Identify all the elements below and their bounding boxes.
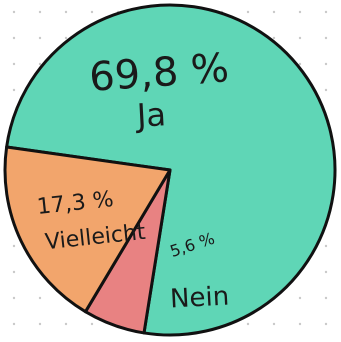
paper-dot xyxy=(64,322,68,326)
paper-dot xyxy=(298,322,302,326)
paper-dot xyxy=(298,296,302,300)
slice-nein-name-label: Nein xyxy=(169,281,230,314)
paper-dot xyxy=(298,36,302,40)
paper-dot xyxy=(298,62,302,66)
pie-slice-vielleicht xyxy=(3,145,172,314)
paper-dot xyxy=(38,10,42,14)
paper-dot xyxy=(324,10,328,14)
paper-dot xyxy=(12,322,16,326)
paper-dot xyxy=(64,36,68,40)
paper-dot xyxy=(12,36,16,40)
pie-slices xyxy=(3,3,337,337)
paper-dot xyxy=(90,322,94,326)
paper-dot xyxy=(324,322,328,326)
paper-dot xyxy=(38,296,42,300)
paper-dot xyxy=(298,10,302,14)
paper-dot xyxy=(38,62,42,66)
paper-dot xyxy=(324,244,328,248)
slice-ja-name-label: Ja xyxy=(134,95,167,135)
paper-dot xyxy=(324,36,328,40)
paper-dot xyxy=(324,296,328,300)
paper-dot xyxy=(38,322,42,326)
paper-dot xyxy=(64,10,68,14)
paper-dot xyxy=(12,270,16,274)
paper-dot xyxy=(272,10,276,14)
paper-dot xyxy=(324,270,328,274)
paper-dot xyxy=(246,322,250,326)
paper-dot xyxy=(324,62,328,66)
paper-dot xyxy=(12,62,16,66)
paper-dot xyxy=(272,322,276,326)
paper-dot xyxy=(38,36,42,40)
slice-ja-value-label: 69,8 % xyxy=(88,45,231,101)
paper-dot xyxy=(12,10,16,14)
paper-dot xyxy=(246,10,250,14)
paper-dot xyxy=(12,244,16,248)
paper-dot xyxy=(324,88,328,92)
paper-dot xyxy=(12,296,16,300)
paper-dot xyxy=(12,88,16,92)
paper-dot xyxy=(272,36,276,40)
paper-dot xyxy=(90,10,94,14)
